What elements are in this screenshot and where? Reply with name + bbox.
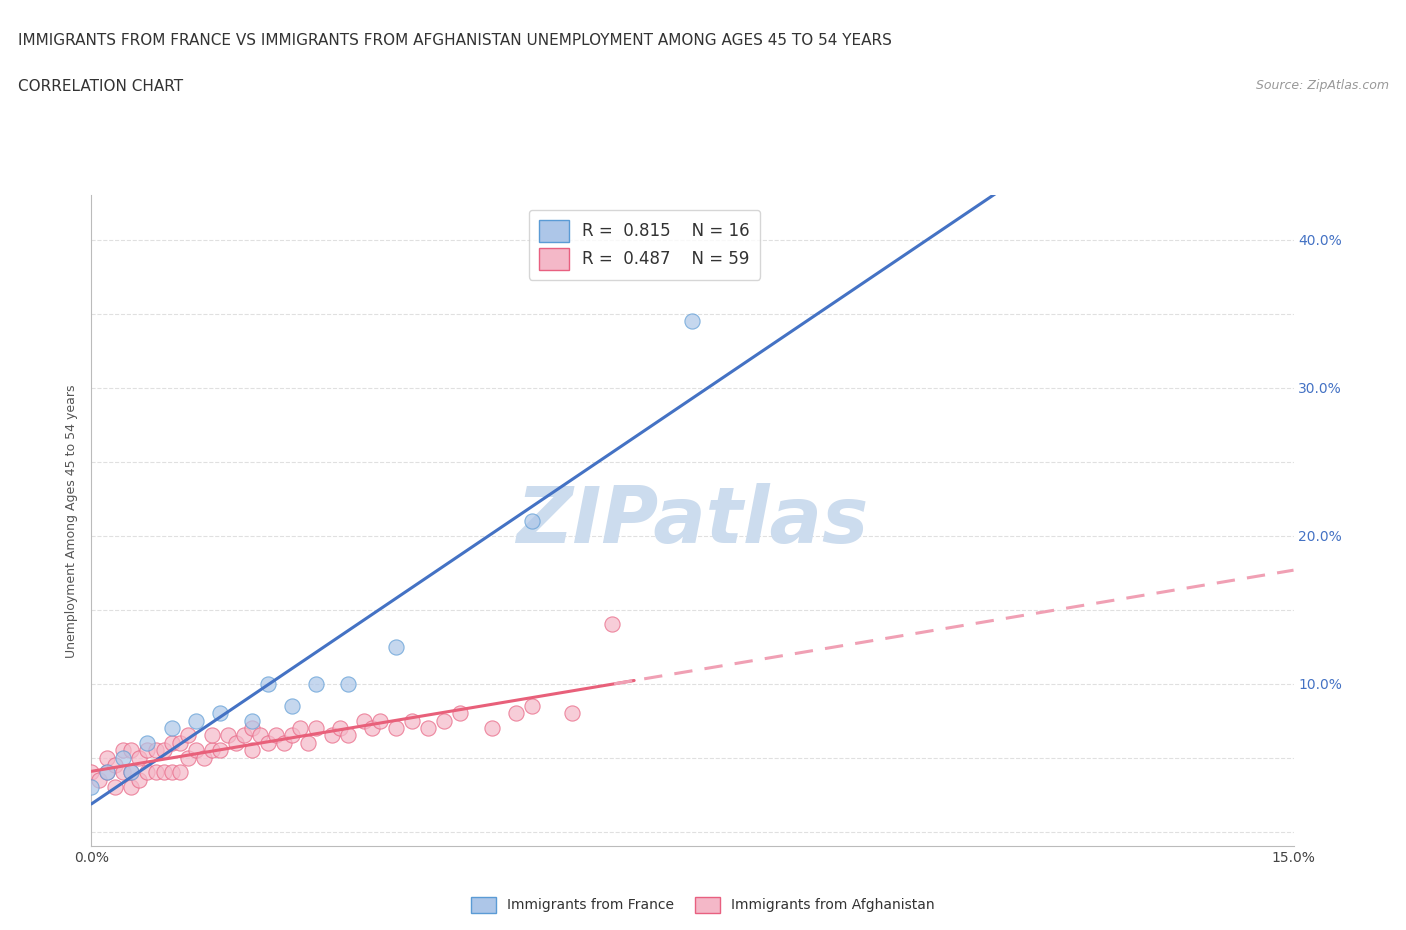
Point (264, 728, 287, 743)
Text: Source: ZipAtlas.com: Source: ZipAtlas.com (1256, 79, 1389, 92)
Point (305, 676, 328, 691)
Point (449, 706, 471, 721)
Point (217, 728, 239, 743)
Point (249, 728, 271, 743)
Point (240, 713, 263, 728)
Point (240, 743, 263, 758)
Point (169, 764, 191, 779)
Point (240, 721, 263, 736)
Point (433, 713, 456, 728)
Point (256, 736, 278, 751)
Point (232, 728, 254, 743)
Point (522, 513, 544, 528)
Text: CORRELATION CHART: CORRELATION CHART (18, 79, 183, 94)
Point (136, 736, 159, 751)
Point (416, 721, 439, 736)
Point (169, 736, 191, 751)
Point (104, 779, 127, 794)
Point (96, 764, 118, 779)
Point (401, 713, 423, 728)
Point (112, 751, 135, 765)
Point (128, 751, 150, 765)
Point (602, 617, 624, 631)
Point (305, 721, 328, 736)
Point (89, 772, 111, 787)
Point (256, 676, 278, 691)
Point (160, 721, 183, 736)
Point (288, 721, 311, 736)
Point (505, 706, 527, 721)
Text: ZIPatlas: ZIPatlas (516, 483, 869, 559)
Legend: Immigrants from France, Immigrants from Afghanistan: Immigrants from France, Immigrants from … (465, 891, 941, 919)
Point (329, 721, 352, 736)
Point (80, 764, 103, 779)
Point (273, 736, 295, 751)
Point (681, 313, 703, 328)
Point (152, 743, 174, 758)
Y-axis label: Unemployment Among Ages 45 to 54 years: Unemployment Among Ages 45 to 54 years (65, 384, 79, 658)
Point (481, 721, 503, 736)
Point (297, 736, 319, 751)
Point (184, 713, 207, 728)
Text: IMMIGRANTS FROM FRANCE VS IMMIGRANTS FROM AFGHANISTAN UNEMPLOYMENT AMONG AGES 45: IMMIGRANTS FROM FRANCE VS IMMIGRANTS FRO… (18, 33, 893, 47)
Point (360, 721, 382, 736)
Point (385, 721, 408, 736)
Point (561, 706, 583, 721)
Point (145, 764, 167, 779)
Point (128, 772, 150, 787)
Point (160, 736, 183, 751)
Point (145, 743, 167, 758)
Point (201, 743, 224, 758)
Point (96, 764, 118, 779)
Point (104, 757, 127, 772)
Point (281, 698, 304, 713)
Point (184, 743, 207, 758)
Point (112, 764, 135, 779)
Point (336, 676, 359, 691)
Point (225, 736, 247, 751)
Point (121, 764, 143, 779)
Point (385, 639, 408, 654)
Point (208, 743, 231, 758)
Point (193, 751, 215, 765)
Point (112, 743, 135, 758)
Point (121, 779, 143, 794)
Point (201, 728, 224, 743)
Point (336, 728, 359, 743)
Point (281, 728, 304, 743)
Point (80, 779, 103, 794)
Point (321, 728, 343, 743)
Point (121, 743, 143, 758)
Point (176, 728, 198, 743)
Point (208, 706, 231, 721)
Point (522, 698, 544, 713)
Point (136, 764, 159, 779)
Point (152, 764, 174, 779)
Point (176, 751, 198, 765)
Legend: R =  0.815    N = 16, R =  0.487    N = 59: R = 0.815 N = 16, R = 0.487 N = 59 (529, 210, 759, 280)
Point (96, 751, 118, 765)
Point (160, 764, 183, 779)
Point (136, 743, 159, 758)
Point (121, 764, 143, 779)
Point (353, 713, 375, 728)
Point (368, 713, 391, 728)
